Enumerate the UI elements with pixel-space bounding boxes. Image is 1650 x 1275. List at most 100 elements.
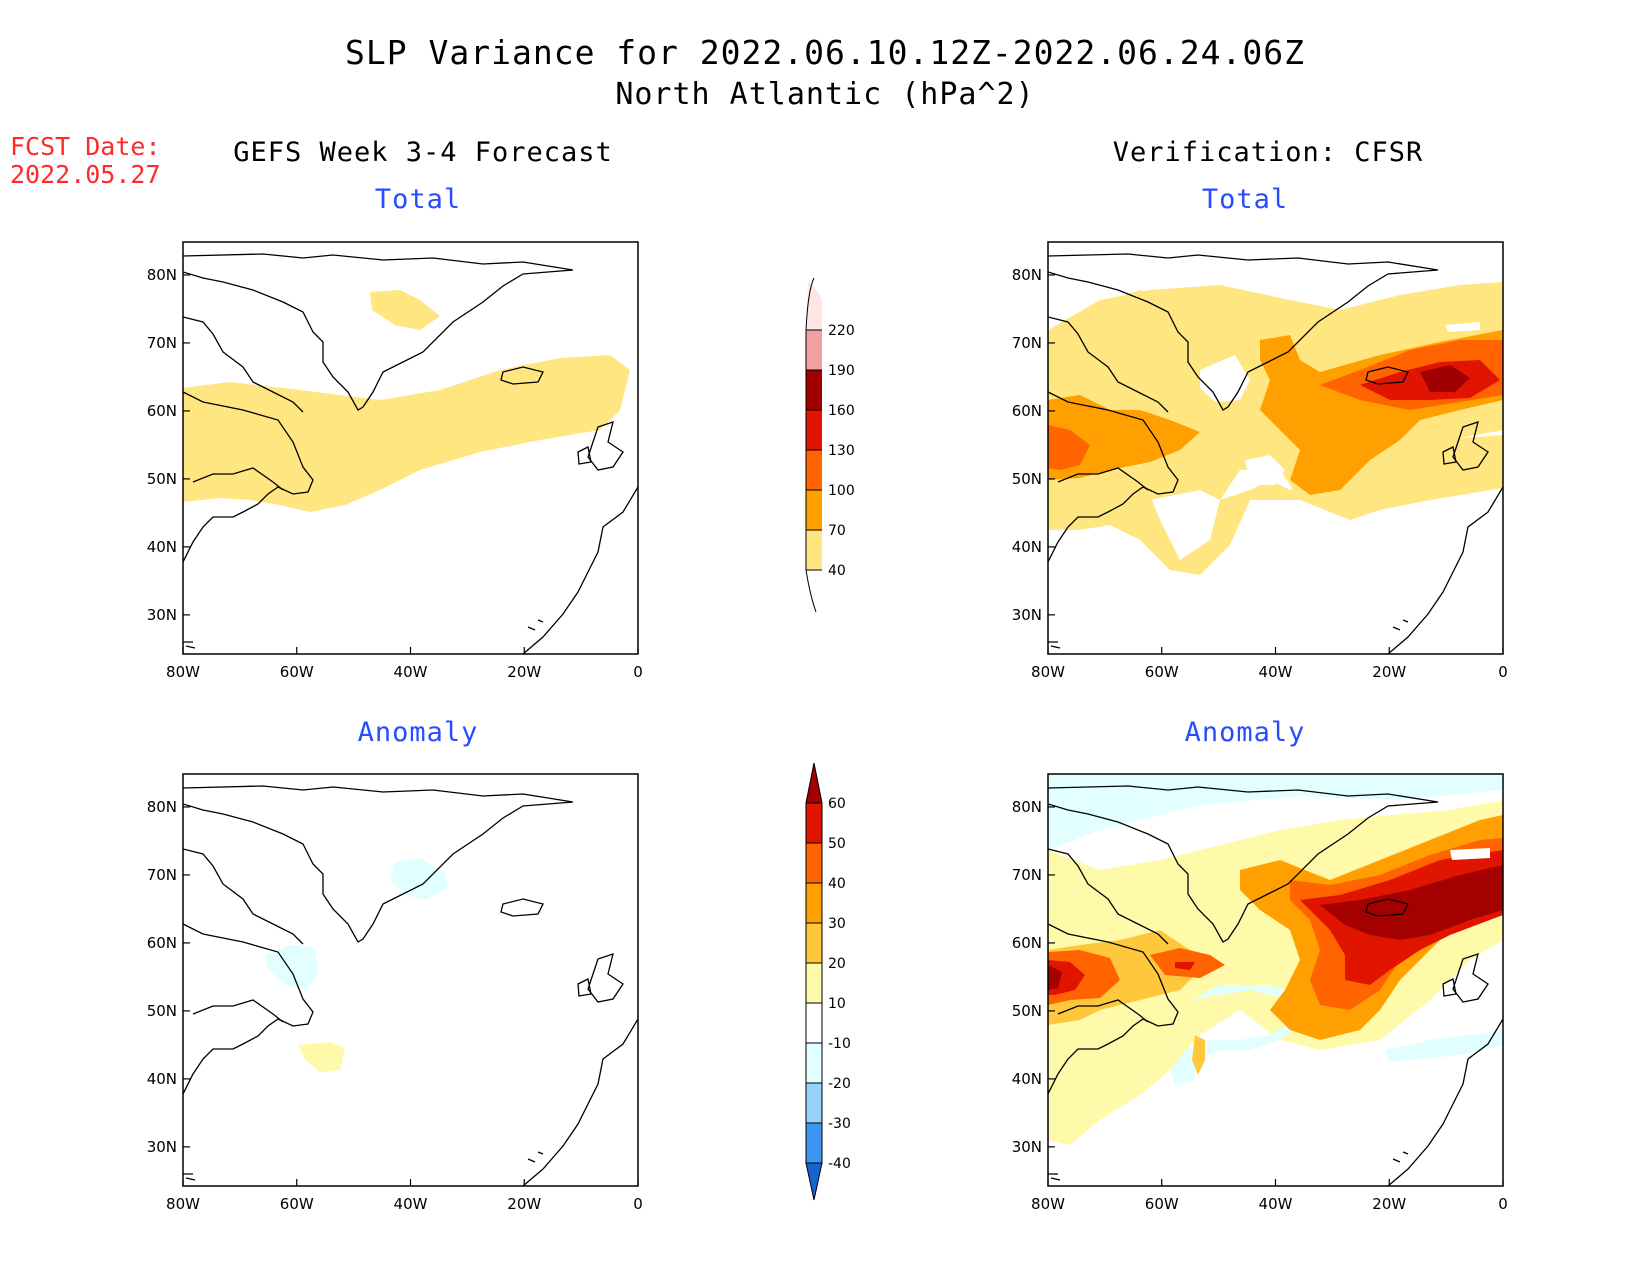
colorbar-segment [805,1042,823,1084]
lat-label: 80N [1012,266,1042,284]
lat-label: 60N [1012,934,1042,952]
lat-label: 60N [147,934,177,952]
colorbar-label: 40 [828,876,846,892]
lat-label: 50N [147,1002,177,1020]
lon-label: 40W [394,1195,428,1213]
lon-label: 40W [1259,1195,1293,1213]
lat-label: 30N [1012,606,1042,624]
lat-label: 50N [1012,1002,1042,1020]
lat-label: 60N [147,402,177,420]
colorbar-segment [805,1162,823,1201]
fcst-date-label: FCST Date: [10,132,161,161]
colorbar-segment [805,962,823,1004]
colorbar-label: 100 [828,483,855,499]
colorbar-label: 60 [828,796,846,812]
colorbar-anomaly: -40 -30 -20 -10 10 20 30 40 50 60 [805,762,851,1201]
colorbar-label: 20 [828,956,846,972]
colorbar-label: 70 [828,523,846,539]
lat-label: 50N [1012,470,1042,488]
colorbar-label: 50 [828,836,846,852]
frame-forecast-anomaly [182,773,639,1187]
lon-label: 0 [1498,1195,1508,1213]
map-forecast-total [183,253,638,654]
colorbar-segment [806,330,822,370]
lon-label: 40W [394,663,428,681]
lon-label: 20W [507,663,541,681]
lon-label: 60W [280,1195,314,1213]
map-verif-anomaly [1048,774,1503,1186]
colorbar-label: 40 [828,563,846,579]
map-verif-total [1048,253,1503,654]
lat-label: 80N [147,798,177,816]
lat-label: 60N [1012,402,1042,420]
colorbar-segment [806,370,822,410]
colorbar-label: -20 [828,1076,851,1092]
lon-label: 60W [1145,1195,1179,1213]
colorbar-label: 160 [828,403,855,419]
lat-label: 40N [147,1070,177,1088]
lon-label: 80W [1031,663,1065,681]
colorbar-segment [805,802,823,844]
colorbar-segment [805,882,823,924]
colorbar-segment [805,762,823,804]
lat-label: 40N [1012,538,1042,556]
colorbar-segment [805,1002,823,1044]
lon-label: 20W [507,1195,541,1213]
panel-title-verif-anomaly: Anomaly [1184,717,1306,748]
lat-label: 30N [1012,1138,1042,1156]
colorbar-tail [805,569,817,613]
main-title: SLP Variance for 2022.06.10.12Z-2022.06.… [345,33,1305,72]
lat-label: 50N [147,470,177,488]
verification-column-title: Verification: CFSR [1112,137,1424,168]
lon-label: 20W [1372,1195,1406,1213]
colorbar-head [805,277,815,331]
panel-title-forecast-anomaly: Anomaly [357,717,479,748]
lat-label: 80N [1012,798,1042,816]
fcst-date-value: 2022.05.27 [10,160,161,189]
colorbar-segment [805,842,823,884]
lon-label: 0 [633,663,643,681]
lon-label: 60W [1145,663,1179,681]
lat-label: 70N [1012,866,1042,884]
map-forecast-anomaly [183,785,638,1186]
colorbar-label: 190 [828,363,855,379]
colorbar-label: 130 [828,443,855,459]
lat-label: 40N [147,538,177,556]
colorbar-label: 220 [828,323,855,339]
colorbar-segment [806,282,822,330]
lat-label: 40N [1012,1070,1042,1088]
lon-label: 0 [633,1195,643,1213]
colorbar-segment [806,490,822,530]
colorbar-label: -40 [828,1156,851,1172]
colorbar-label: -30 [828,1116,851,1132]
colorbar-label: 30 [828,916,846,932]
colorbar-segment [805,1122,823,1164]
lon-label: 80W [166,663,200,681]
forecast-column-title: GEFS Week 3-4 Forecast [233,137,613,168]
lon-label: 20W [1372,663,1406,681]
colorbar-total: 40 70 100 130 160 190 220 [805,277,855,613]
lat-label: 30N [147,606,177,624]
lon-label: 80W [1031,1195,1065,1213]
map-axes: 80N 70N 60N 50N 40N 30N 80W 60W 40W 20W 0 80N 70N 60N… [147,266,1508,1213]
main-subtitle: North Atlantic (hPa^2) [615,77,1035,112]
lon-label: 40W [1259,663,1293,681]
lat-label: 70N [147,866,177,884]
lat-label: 70N [1012,334,1042,352]
colorbar-segment [805,1082,823,1124]
lon-label: 80W [166,1195,200,1213]
panel-title-verif-total: Total [1201,184,1289,215]
lon-label: 60W [280,663,314,681]
lat-label: 30N [147,1138,177,1156]
lat-label: 70N [147,334,177,352]
lat-label: 80N [147,266,177,284]
lon-label: 0 [1498,663,1508,681]
colorbar-label: -10 [828,1036,851,1052]
colorbar-segment [806,410,822,450]
panel-title-forecast-total: Total [374,184,462,215]
colorbar-label: 10 [828,996,846,1012]
colorbar-segment [805,922,823,964]
colorbar-segment [806,450,822,490]
colorbar-segment [806,530,822,570]
